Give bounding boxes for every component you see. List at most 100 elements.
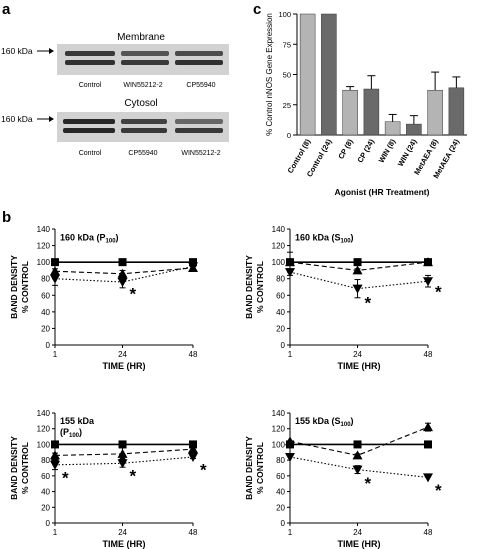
band-upper bbox=[65, 51, 115, 56]
line-x-tick-label: 48 bbox=[189, 350, 198, 359]
bar bbox=[363, 88, 380, 136]
membrane-lane-2: WIN55212-2 bbox=[123, 82, 162, 89]
triangle-up-marker bbox=[50, 450, 60, 460]
line-y-tick-label: 140 bbox=[37, 409, 51, 418]
line-y-tick-label: 140 bbox=[37, 225, 51, 234]
triangle-up-marker bbox=[285, 257, 295, 267]
triangle-down-marker bbox=[423, 473, 433, 483]
bar-y-tick-label: 75 bbox=[283, 40, 291, 49]
line-x-label: TIME (HR) bbox=[103, 361, 146, 371]
band-lower bbox=[65, 60, 115, 65]
line-x-tick-label: 1 bbox=[53, 528, 58, 537]
series-line bbox=[289, 271, 429, 290]
cytosol-lane-1: Control bbox=[79, 150, 102, 157]
triangle-up-marker bbox=[188, 444, 198, 454]
line-y-label-2: % CONTROL bbox=[255, 442, 265, 494]
line-y-tick-label: 80 bbox=[276, 275, 285, 284]
line-y-tick-label: 80 bbox=[41, 275, 50, 284]
diamond-marker bbox=[51, 270, 59, 281]
square-marker bbox=[424, 440, 432, 449]
cytosol-blot-image bbox=[57, 112, 229, 142]
line-y-tick-label: 40 bbox=[276, 308, 285, 317]
line-y-tick-label: 120 bbox=[272, 425, 286, 434]
triangle-up-marker bbox=[352, 450, 363, 460]
title-end: ) bbox=[116, 232, 119, 242]
line-x-tick-label: 24 bbox=[118, 528, 127, 537]
line-x-label: TIME (HR) bbox=[103, 539, 146, 549]
membrane-marker-arrowhead bbox=[49, 48, 54, 54]
triangle-up-marker bbox=[352, 265, 363, 275]
line-x-label: TIME (HR) bbox=[338, 361, 381, 371]
significance-asterisk: * bbox=[365, 293, 372, 312]
line-y-tick-label: 80 bbox=[276, 456, 285, 465]
title-end: ) bbox=[351, 416, 354, 426]
bar bbox=[299, 13, 316, 136]
diamond-marker bbox=[189, 448, 197, 459]
line-y-tick-label: 100 bbox=[37, 440, 51, 449]
panel-letter-b: b bbox=[2, 209, 11, 226]
triangle-down-marker bbox=[352, 284, 363, 294]
significance-asterisk: * bbox=[365, 474, 372, 493]
bar-y-tick-label: 0 bbox=[287, 131, 291, 140]
line-x-tick-label: 48 bbox=[424, 528, 433, 537]
title-text: (P bbox=[60, 427, 69, 437]
line-y-tick-label: 0 bbox=[281, 341, 286, 350]
bar-y-label: % Control nNOS Gene Expression bbox=[265, 13, 274, 136]
bar-category-label: CP (24) bbox=[355, 137, 376, 164]
line-y-tick-label: 100 bbox=[37, 258, 51, 267]
significance-asterisk: * bbox=[200, 460, 207, 479]
line-y-tick-label: 100 bbox=[272, 258, 286, 267]
bar bbox=[321, 13, 337, 136]
line-chart-155-s100: 0 20 40 60 80 100 120 140 1 24 48 TIME (HR) BAND DEN… bbox=[244, 409, 442, 549]
line-chart-title: 160 kDa (S100) bbox=[295, 232, 354, 244]
bar-category-label: WIN (24) bbox=[396, 137, 419, 168]
membrane-lane-3: CP55940 bbox=[186, 82, 215, 89]
triangle-up-marker bbox=[423, 422, 433, 432]
line-chart-title: 155 kDa bbox=[60, 416, 95, 426]
panel-letter-c: c bbox=[253, 1, 261, 18]
line-y-tick-label: 20 bbox=[41, 503, 50, 512]
band-lower bbox=[175, 60, 223, 65]
line-y-tick-label: 140 bbox=[272, 225, 286, 234]
square-marker bbox=[51, 440, 59, 449]
title-text: 160 kDa (S bbox=[295, 232, 341, 242]
line-x-tick-label: 1 bbox=[288, 350, 293, 359]
diamond-marker bbox=[118, 455, 127, 466]
line-x-tick-label: 24 bbox=[353, 528, 362, 537]
cytosol-lane-2: CP55940 bbox=[128, 150, 157, 157]
line-y-tick-label: 40 bbox=[41, 308, 50, 317]
line-y-tick-label: 0 bbox=[46, 341, 51, 350]
diamond-marker bbox=[118, 272, 127, 283]
triangle-down-marker bbox=[285, 453, 295, 462]
cytosol-marker-arrowhead bbox=[49, 116, 54, 122]
cytosol-marker-label: 160 kDa bbox=[1, 114, 33, 124]
line-y-tick-label: 40 bbox=[276, 488, 285, 497]
band-upper bbox=[175, 51, 223, 56]
title-subscript: 100 bbox=[69, 433, 80, 439]
line-y-tick-label: 0 bbox=[46, 519, 51, 528]
band-lower bbox=[121, 128, 167, 133]
line-y-tick-label: 0 bbox=[281, 519, 286, 528]
line-x-tick-label: 24 bbox=[353, 350, 362, 359]
line-chart-title: 160 kDa (P100) bbox=[60, 232, 119, 244]
cytosol-bands bbox=[63, 119, 223, 133]
significance-asterisk: * bbox=[435, 481, 442, 500]
square-marker bbox=[353, 258, 362, 267]
line-y-tick-label: 40 bbox=[41, 488, 50, 497]
band-upper bbox=[121, 119, 167, 124]
bar-x-label: Agonist (HR Treatment) bbox=[335, 187, 430, 197]
line-y-tick-label: 60 bbox=[41, 472, 50, 481]
line-chart-160-p100: 0 20 40 60 80 100 120 140 1 24 48 TIME (HR) BAND DEN… bbox=[9, 225, 198, 371]
membrane-blot-title: Membrane bbox=[117, 32, 165, 43]
band-lower bbox=[63, 128, 115, 133]
line-y-tick-label: 20 bbox=[276, 503, 285, 512]
title-text: 160 kDa (P bbox=[60, 232, 106, 242]
diamond-marker bbox=[51, 455, 59, 466]
membrane-bands bbox=[65, 51, 223, 65]
band-lower bbox=[121, 60, 169, 65]
title-subscript: 100 bbox=[106, 238, 117, 244]
band-upper bbox=[63, 119, 115, 124]
triangle-up-marker bbox=[117, 448, 128, 458]
bar bbox=[448, 87, 465, 136]
